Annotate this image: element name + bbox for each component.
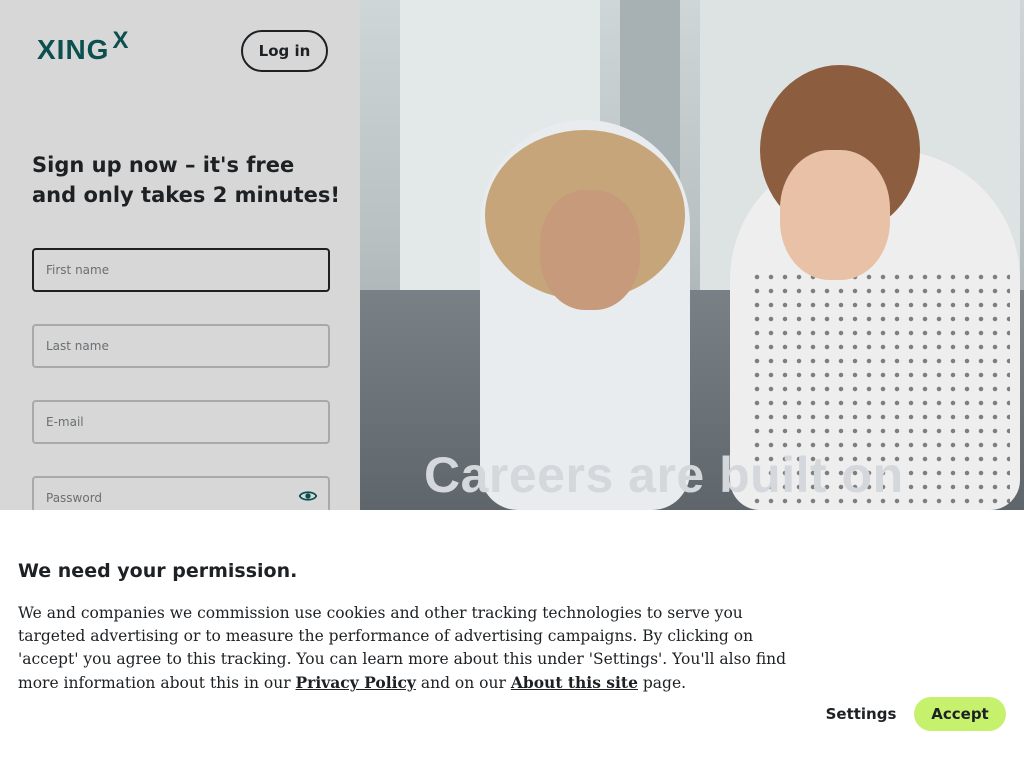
signup-headline: Sign up now – it's free and only takes 2… [32,153,340,207]
person-left-face [540,190,640,310]
cookie-banner-text: We and companies we commission use cooki… [18,602,808,695]
xing-logo[interactable]: XING X [37,27,129,70]
privacy-policy-link[interactable]: Privacy Policy [295,673,416,692]
cookie-text-part2: and on our [415,674,511,692]
hero-image [360,0,1024,510]
hero-heading: Careers are built on [424,447,904,503]
person-right-pattern [750,270,1010,510]
cookie-banner-title: We need your permission. [18,560,298,582]
about-this-site-link[interactable]: About this site [510,673,638,692]
cookie-text-part1: We and companies we commission use cooki… [18,604,787,692]
last-name-field[interactable] [32,324,330,368]
settings-button[interactable]: Settings [818,696,904,732]
logo-mark-icon: X [112,27,129,54]
cookie-text-part3: page. [637,674,687,692]
cookie-banner: We need your permission. We and companie… [0,510,1024,768]
logo-text: XING [37,34,110,65]
login-button[interactable]: Log in [241,30,328,72]
accept-button[interactable]: Accept [914,697,1006,731]
first-name-field[interactable] [32,248,330,292]
eye-icon[interactable] [298,486,318,506]
person-right-face [780,150,890,280]
email-field[interactable] [32,400,330,444]
